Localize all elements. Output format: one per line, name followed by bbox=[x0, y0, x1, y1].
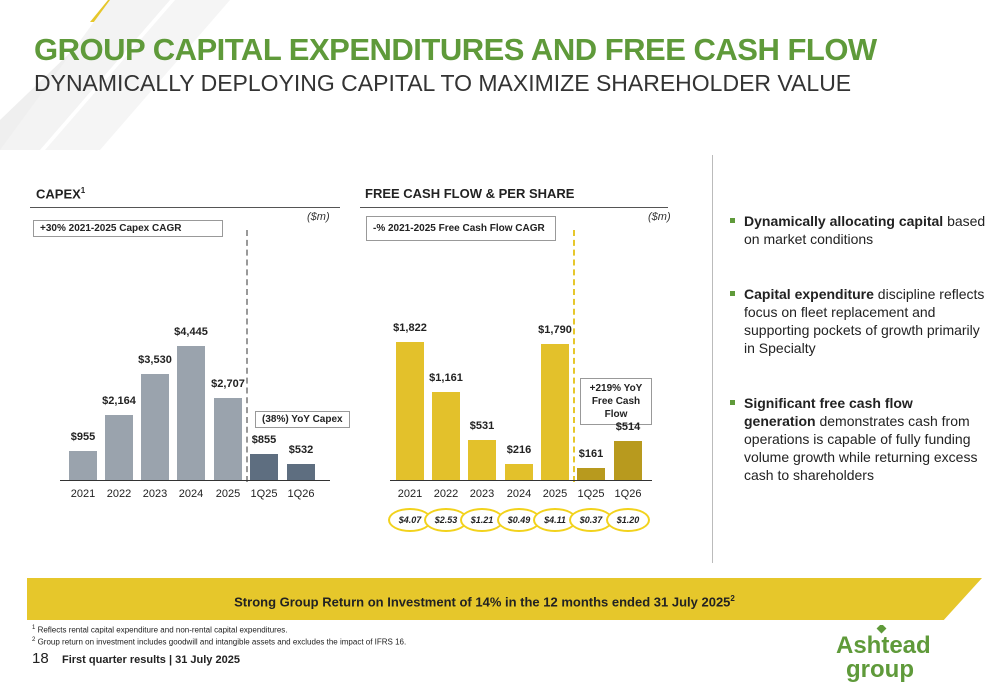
page-subtitle: DYNAMICALLY DEPLOYING CAPITAL TO MAXIMIZ… bbox=[34, 70, 852, 96]
fcf-bar bbox=[432, 392, 460, 480]
bullet-bold: Dynamically allocating capital bbox=[744, 213, 944, 229]
roi-banner-text: Strong Group Return on Investment of 14%… bbox=[27, 578, 942, 620]
fcf-per-share-label: $0.49 bbox=[497, 508, 541, 532]
fcf-per-share-label: $1.20 bbox=[606, 508, 650, 532]
capex-value-label: $855 bbox=[251, 434, 277, 446]
page-title: GROUP CAPITAL EXPENDITURES AND FREE CASH… bbox=[34, 32, 877, 67]
fcf-bar bbox=[468, 440, 496, 480]
logo-line2: group bbox=[846, 656, 914, 683]
capex-value-label: $955 bbox=[70, 431, 96, 443]
capex-rule bbox=[30, 207, 340, 208]
capex-category-label: 2022 bbox=[106, 488, 132, 500]
capex-category-label: 1Q26 bbox=[287, 488, 315, 500]
bullet-text: discipline reflects focus on fleet repla… bbox=[744, 286, 985, 356]
bullet-item: Capital expenditure discipline reflects … bbox=[728, 285, 988, 357]
roi-banner: Strong Group Return on Investment of 14%… bbox=[27, 578, 982, 620]
fcf-unit: ($m) bbox=[648, 211, 671, 223]
capex-bar bbox=[69, 451, 97, 480]
footnote-1-text: Reflects rental capital expenditure and … bbox=[35, 625, 288, 635]
bullet-square-icon bbox=[730, 291, 735, 296]
fcf-value-label: $1,161 bbox=[429, 372, 463, 384]
fcf-bar bbox=[396, 342, 424, 480]
footnote-2: 2 Group return on investment includes go… bbox=[32, 637, 406, 647]
fcf-value-label: $1,822 bbox=[393, 322, 427, 334]
capex-value-label: $532 bbox=[288, 444, 314, 456]
footnote-2-sup: 2 bbox=[32, 637, 36, 643]
fcf-category-label: 2025 bbox=[542, 488, 568, 500]
fcf-divider-dash bbox=[573, 230, 575, 482]
capex-heading-sup: 1 bbox=[80, 186, 86, 195]
capex-cagr-box: +30% 2021-2025 Capex CAGR bbox=[33, 220, 223, 237]
roi-banner-sup: 2 bbox=[730, 594, 735, 603]
ashtead-logo: Ashtead group bbox=[836, 625, 931, 683]
capex-value-label: $4,445 bbox=[174, 326, 208, 338]
fcf-category-label: 1Q26 bbox=[614, 488, 642, 500]
bullet-square-icon bbox=[730, 400, 735, 405]
fcf-per-share-label: $0.37 bbox=[569, 508, 613, 532]
footnote-1-sup: 1 bbox=[32, 625, 36, 631]
capex-bar bbox=[141, 374, 169, 480]
capex-bar bbox=[287, 464, 315, 480]
capex-bar bbox=[105, 415, 133, 480]
logo-line1: Ashtead bbox=[836, 632, 931, 659]
fcf-per-share-label: $1.21 bbox=[460, 508, 504, 532]
fcf-yoy-box: +219% YoY Free Cash Flow bbox=[580, 378, 652, 425]
roi-banner-label: Strong Group Return on Investment of 14%… bbox=[234, 594, 731, 610]
capex-category-label: 2023 bbox=[142, 488, 168, 500]
capex-unit: ($m) bbox=[307, 211, 330, 223]
footer-label: First quarter results | 31 July 2025 bbox=[62, 654, 240, 666]
fcf-bar bbox=[541, 344, 569, 480]
capex-bar bbox=[250, 454, 278, 480]
capex-bar bbox=[177, 346, 205, 480]
bullet-item: Significant free cash flow generation de… bbox=[728, 394, 988, 484]
capex-divider-dash bbox=[246, 230, 248, 482]
bullet-item: Dynamically allocating capital based on … bbox=[728, 212, 988, 248]
fcf-category-label: 2022 bbox=[433, 488, 459, 500]
footnote-1: 1 Reflects rental capital expenditure an… bbox=[32, 625, 288, 635]
fcf-category-label: 2023 bbox=[469, 488, 495, 500]
capex-heading-text: CAPEX bbox=[36, 186, 81, 202]
fcf-category-label: 1Q25 bbox=[577, 488, 605, 500]
capex-category-label: 2021 bbox=[70, 488, 96, 500]
fcf-category-label: 2024 bbox=[506, 488, 532, 500]
capex-yoy-box: (38%) YoY Capex bbox=[255, 411, 350, 428]
footnote-2-text: Group return on investment includes good… bbox=[35, 637, 407, 647]
vertical-divider bbox=[712, 155, 713, 563]
bullet-text: based on market conditions bbox=[744, 213, 986, 247]
fcf-cagr-box: -% 2021-2025 Free Cash Flow CAGR bbox=[366, 216, 556, 241]
fcf-bar bbox=[614, 441, 642, 480]
fcf-value-label: $531 bbox=[469, 420, 495, 432]
fcf-rule bbox=[360, 207, 668, 208]
capex-bar bbox=[214, 398, 242, 480]
fcf-bar bbox=[505, 464, 533, 480]
bullet-bold: Significant free cash flow generation bbox=[744, 395, 913, 429]
fcf-value-label: $1,790 bbox=[538, 324, 572, 336]
page-number: 18 bbox=[32, 650, 49, 667]
capex-x-axis bbox=[60, 480, 330, 481]
fcf-value-label: $161 bbox=[578, 448, 604, 460]
fcf-bar bbox=[577, 468, 605, 480]
bullet-square-icon bbox=[730, 218, 735, 223]
bullet-text: demonstrates cash from operations is cap… bbox=[744, 413, 978, 483]
fcf-x-axis bbox=[390, 480, 652, 481]
capex-value-label: $2,164 bbox=[102, 395, 136, 407]
fcf-value-label: $216 bbox=[506, 444, 532, 456]
fcf-category-label: 2021 bbox=[397, 488, 423, 500]
capex-heading: CAPEX1 bbox=[36, 186, 85, 201]
fcf-heading: FREE CASH FLOW & PER SHARE bbox=[365, 186, 575, 201]
capex-category-label: 1Q25 bbox=[250, 488, 278, 500]
capex-value-label: $3,530 bbox=[138, 354, 172, 366]
capex-category-label: 2025 bbox=[215, 488, 241, 500]
fcf-value-label: $514 bbox=[615, 421, 641, 433]
bullet-bold: Capital expenditure bbox=[744, 286, 874, 302]
bullet-list: Dynamically allocating capital based on … bbox=[728, 212, 988, 521]
capex-category-label: 2024 bbox=[178, 488, 204, 500]
capex-value-label: $2,707 bbox=[211, 378, 245, 390]
decorative-stripes bbox=[0, 0, 230, 150]
